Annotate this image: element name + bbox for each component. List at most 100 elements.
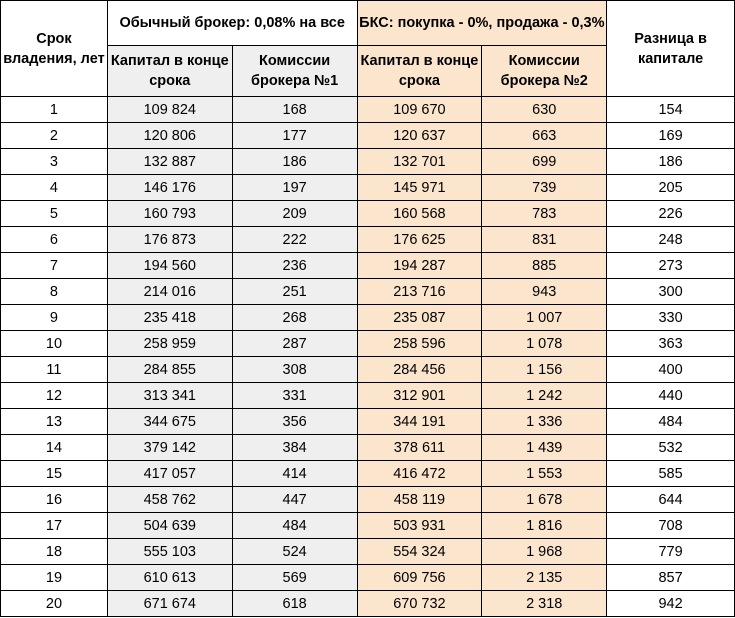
cell-capital-2: 284 456 bbox=[356, 356, 483, 383]
cell-commission-1: 569 bbox=[231, 564, 358, 591]
table-row: 8 214 016 251 213 716 943 300 bbox=[0, 278, 735, 305]
cell-year: 18 bbox=[0, 538, 108, 565]
cell-year: 6 bbox=[0, 226, 108, 253]
cell-capital-2: 312 901 bbox=[356, 382, 483, 409]
cell-year: 7 bbox=[0, 252, 108, 279]
cell-commission-1: 447 bbox=[231, 486, 358, 513]
cell-capital-1: 109 824 bbox=[106, 96, 233, 123]
cell-year: 13 bbox=[0, 408, 108, 435]
cell-difference: 779 bbox=[606, 538, 735, 565]
cell-capital-1: 671 674 bbox=[106, 590, 233, 617]
cell-capital-1: 132 887 bbox=[106, 148, 233, 175]
cell-capital-2: 235 087 bbox=[356, 304, 483, 331]
cell-capital-1: 160 793 bbox=[106, 200, 233, 227]
header-group-regular-broker: Обычный брокер: 0,08% на все bbox=[106, 0, 358, 46]
cell-capital-1: 176 873 bbox=[106, 226, 233, 253]
cell-commission-1: 177 bbox=[231, 122, 358, 149]
cell-commission-1: 186 bbox=[231, 148, 358, 175]
cell-commission-2: 1 156 bbox=[481, 356, 608, 383]
cell-difference: 532 bbox=[606, 434, 735, 461]
header-group-bks-broker: БКС: покупка - 0%, продажа - 0,3% bbox=[356, 0, 608, 46]
cell-capital-2: 213 716 bbox=[356, 278, 483, 305]
cell-capital-2: 132 701 bbox=[356, 148, 483, 175]
cell-commission-1: 524 bbox=[231, 538, 358, 565]
header-commission-1: Комиссии брокера №1 bbox=[231, 45, 358, 97]
cell-difference: 644 bbox=[606, 486, 735, 513]
cell-capital-2: 160 568 bbox=[356, 200, 483, 227]
cell-commission-1: 618 bbox=[231, 590, 358, 617]
cell-capital-1: 555 103 bbox=[106, 538, 233, 565]
cell-capital-2: 109 670 bbox=[356, 96, 483, 123]
header-commission-2: Комиссии брокера №2 bbox=[481, 45, 608, 97]
table-row: 7 194 560 236 194 287 885 273 bbox=[0, 252, 735, 279]
table-row: 17 504 639 484 503 931 1 816 708 bbox=[0, 512, 735, 539]
table-row: 13 344 675 356 344 191 1 336 484 bbox=[0, 408, 735, 435]
cell-commission-1: 236 bbox=[231, 252, 358, 279]
cell-commission-2: 783 bbox=[481, 200, 608, 227]
cell-capital-1: 214 016 bbox=[106, 278, 233, 305]
cell-year: 12 bbox=[0, 382, 108, 409]
cell-commission-2: 1 242 bbox=[481, 382, 608, 409]
cell-capital-2: 344 191 bbox=[356, 408, 483, 435]
cell-capital-1: 146 176 bbox=[106, 174, 233, 201]
cell-commission-1: 484 bbox=[231, 512, 358, 539]
cell-commission-2: 1 968 bbox=[481, 538, 608, 565]
cell-commission-2: 739 bbox=[481, 174, 608, 201]
cell-year: 10 bbox=[0, 330, 108, 357]
cell-difference: 942 bbox=[606, 590, 735, 617]
table-row: 20 671 674 618 670 732 2 318 942 bbox=[0, 590, 735, 617]
table-row: 16 458 762 447 458 119 1 678 644 bbox=[0, 486, 735, 513]
cell-difference: 169 bbox=[606, 122, 735, 149]
cell-commission-1: 308 bbox=[231, 356, 358, 383]
table-header: Срок владения, лет Обычный брокер: 0,08%… bbox=[0, 0, 735, 97]
cell-year: 9 bbox=[0, 304, 108, 331]
cell-difference: 273 bbox=[606, 252, 735, 279]
cell-year: 11 bbox=[0, 356, 108, 383]
cell-capital-1: 458 762 bbox=[106, 486, 233, 513]
cell-commission-2: 1 078 bbox=[481, 330, 608, 357]
cell-commission-2: 1 678 bbox=[481, 486, 608, 513]
cell-capital-1: 313 341 bbox=[106, 382, 233, 409]
cell-capital-1: 610 613 bbox=[106, 564, 233, 591]
table-row: 12 313 341 331 312 901 1 242 440 bbox=[0, 382, 735, 409]
cell-difference: 248 bbox=[606, 226, 735, 253]
cell-commission-1: 414 bbox=[231, 460, 358, 487]
cell-commission-1: 331 bbox=[231, 382, 358, 409]
table-row: 2 120 806 177 120 637 663 169 bbox=[0, 122, 735, 149]
cell-year: 4 bbox=[0, 174, 108, 201]
cell-capital-2: 609 756 bbox=[356, 564, 483, 591]
cell-difference: 708 bbox=[606, 512, 735, 539]
cell-capital-2: 458 119 bbox=[356, 486, 483, 513]
table-row: 4 146 176 197 145 971 739 205 bbox=[0, 174, 735, 201]
table-body: 1 109 824 168 109 670 630 154 2 120 806 177 120 6… bbox=[0, 96, 735, 617]
cell-commission-2: 2 318 bbox=[481, 590, 608, 617]
cell-capital-2: 194 287 bbox=[356, 252, 483, 279]
table-row: 6 176 873 222 176 625 831 248 bbox=[0, 226, 735, 253]
header-capital-1: Капитал в конце срока bbox=[106, 45, 233, 97]
header-difference: Разница в капитале bbox=[606, 0, 735, 97]
cell-commission-2: 1 439 bbox=[481, 434, 608, 461]
cell-commission-2: 2 135 bbox=[481, 564, 608, 591]
cell-commission-1: 197 bbox=[231, 174, 358, 201]
cell-capital-2: 554 324 bbox=[356, 538, 483, 565]
cell-year: 2 bbox=[0, 122, 108, 149]
cell-capital-2: 416 472 bbox=[356, 460, 483, 487]
cell-capital-1: 258 959 bbox=[106, 330, 233, 357]
cell-capital-1: 194 560 bbox=[106, 252, 233, 279]
cell-year: 16 bbox=[0, 486, 108, 513]
cell-year: 17 bbox=[0, 512, 108, 539]
cell-difference: 363 bbox=[606, 330, 735, 357]
table-row: 19 610 613 569 609 756 2 135 857 bbox=[0, 564, 735, 591]
cell-commission-1: 356 bbox=[231, 408, 358, 435]
table-row: 1 109 824 168 109 670 630 154 bbox=[0, 96, 735, 123]
cell-capital-1: 235 418 bbox=[106, 304, 233, 331]
cell-year: 15 bbox=[0, 460, 108, 487]
cell-year: 19 bbox=[0, 564, 108, 591]
cell-commission-1: 209 bbox=[231, 200, 358, 227]
cell-commission-2: 630 bbox=[481, 96, 608, 123]
cell-difference: 585 bbox=[606, 460, 735, 487]
table-row: 14 379 142 384 378 611 1 439 532 bbox=[0, 434, 735, 461]
cell-capital-1: 379 142 bbox=[106, 434, 233, 461]
cell-commission-1: 287 bbox=[231, 330, 358, 357]
cell-commission-1: 168 bbox=[231, 96, 358, 123]
